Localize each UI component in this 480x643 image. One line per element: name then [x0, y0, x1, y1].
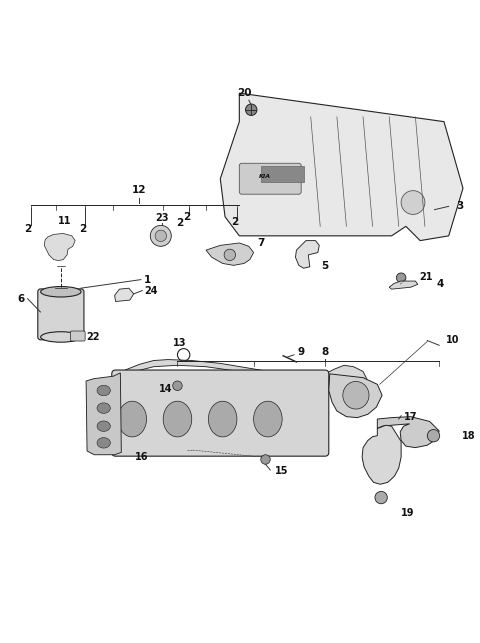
Ellipse shape [41, 332, 81, 342]
Circle shape [375, 491, 387, 503]
Text: 17: 17 [404, 412, 417, 422]
Text: 7: 7 [257, 238, 265, 248]
Text: 12: 12 [132, 185, 147, 195]
Circle shape [401, 190, 425, 214]
Text: 2: 2 [24, 224, 31, 233]
Circle shape [245, 104, 257, 116]
FancyBboxPatch shape [112, 370, 329, 456]
Ellipse shape [97, 438, 110, 448]
Circle shape [150, 226, 171, 246]
Circle shape [261, 455, 270, 464]
Ellipse shape [163, 401, 192, 437]
Polygon shape [389, 281, 418, 289]
Circle shape [155, 230, 167, 242]
Text: 2: 2 [177, 217, 184, 228]
Circle shape [224, 249, 236, 260]
Text: 9: 9 [298, 347, 304, 358]
Text: 15: 15 [275, 466, 288, 476]
FancyBboxPatch shape [71, 331, 85, 341]
Ellipse shape [253, 401, 282, 437]
Text: 14: 14 [159, 384, 173, 394]
Text: 13: 13 [173, 338, 187, 348]
Text: 8: 8 [321, 347, 329, 358]
Text: 18: 18 [462, 431, 475, 440]
Text: 21: 21 [419, 272, 432, 282]
Text: 3: 3 [456, 201, 463, 212]
Ellipse shape [193, 379, 215, 407]
Polygon shape [220, 93, 463, 240]
Text: 20: 20 [237, 88, 252, 98]
Ellipse shape [97, 421, 110, 431]
Polygon shape [329, 374, 382, 417]
Text: 22: 22 [86, 332, 99, 341]
Text: 23: 23 [156, 213, 169, 222]
Text: 10: 10 [446, 334, 460, 345]
Text: 1: 1 [144, 275, 151, 285]
Ellipse shape [97, 403, 110, 413]
Circle shape [427, 430, 440, 442]
Ellipse shape [41, 287, 81, 297]
Text: 5: 5 [321, 261, 328, 271]
Polygon shape [296, 240, 319, 268]
Ellipse shape [97, 385, 110, 395]
Polygon shape [377, 417, 439, 448]
Text: 19: 19 [401, 508, 415, 518]
Ellipse shape [157, 379, 179, 407]
Polygon shape [362, 425, 401, 484]
Text: 2: 2 [79, 224, 86, 233]
Polygon shape [206, 243, 253, 266]
Text: 2: 2 [183, 212, 191, 222]
Circle shape [173, 381, 182, 390]
Ellipse shape [343, 381, 369, 409]
Text: 4: 4 [437, 279, 444, 289]
Text: 2: 2 [231, 217, 238, 226]
Text: 11: 11 [58, 216, 71, 226]
Ellipse shape [228, 379, 250, 407]
Ellipse shape [118, 401, 146, 437]
Text: KIA: KIA [259, 174, 271, 179]
FancyBboxPatch shape [240, 163, 301, 194]
Polygon shape [86, 373, 121, 455]
Text: 16: 16 [135, 452, 149, 462]
Circle shape [396, 273, 406, 282]
Bar [261, 166, 303, 183]
Text: 6: 6 [17, 294, 24, 303]
Ellipse shape [208, 401, 237, 437]
Polygon shape [118, 359, 368, 394]
Polygon shape [115, 288, 134, 302]
Polygon shape [44, 233, 75, 260]
Ellipse shape [264, 379, 286, 407]
Text: 24: 24 [144, 285, 157, 296]
FancyBboxPatch shape [38, 289, 84, 340]
